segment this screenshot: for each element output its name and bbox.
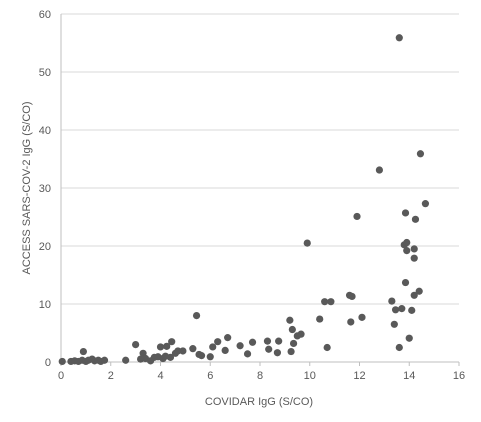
- data-point: [405, 334, 413, 342]
- data-point: [265, 345, 273, 353]
- data-point: [248, 338, 257, 346]
- x-tick-label: 16: [453, 370, 465, 382]
- x-tick-label: 4: [157, 370, 163, 382]
- x-tick-label: 2: [108, 370, 114, 382]
- x-tick-label: 0: [58, 370, 64, 382]
- data-point: [353, 212, 361, 221]
- data-point: [421, 200, 430, 208]
- data-point: [375, 166, 383, 174]
- data-point: [168, 338, 176, 346]
- data-point: [179, 347, 187, 355]
- data-point: [391, 306, 400, 314]
- data-point: [347, 318, 355, 326]
- data-point: [410, 291, 418, 299]
- data-point: [209, 343, 217, 351]
- data-point: [411, 215, 420, 223]
- x-tick-label: 12: [353, 370, 365, 382]
- data-point: [163, 342, 171, 350]
- x-tick-label: 8: [257, 370, 263, 382]
- y-tick-label: 40: [39, 125, 51, 137]
- y-tick-label: 10: [39, 299, 51, 311]
- data-point: [132, 341, 140, 349]
- tick-labels: 0 2 4 6 8 10 12 14 16 0 10 20 30 40 50 60: [39, 9, 465, 382]
- data-point: [243, 350, 252, 358]
- data-point: [348, 292, 356, 301]
- data-point: [321, 298, 329, 306]
- data-point: [166, 353, 175, 361]
- x-tick-label: 6: [207, 370, 213, 382]
- data-point: [273, 349, 282, 357]
- data-point: [287, 347, 295, 356]
- y-tick-label: 50: [39, 67, 51, 79]
- data-point: [401, 278, 410, 287]
- y-axis-title: ACCESS SARS-COV-2 IgG (S/CO): [21, 102, 33, 275]
- data-point: [189, 345, 197, 353]
- data-point: [286, 316, 294, 324]
- data-point: [214, 338, 222, 346]
- data-point: [323, 343, 331, 352]
- data-point: [408, 306, 416, 314]
- data-point: [263, 337, 272, 345]
- data-point: [316, 315, 324, 323]
- data-point: [395, 343, 403, 352]
- data-point: [401, 209, 410, 217]
- data-point: [416, 150, 425, 158]
- data-point: [58, 357, 66, 366]
- data-points: [58, 34, 430, 366]
- y-tick-label: 20: [39, 241, 51, 253]
- data-point: [275, 337, 283, 345]
- data-point: [122, 356, 130, 364]
- data-point: [398, 305, 406, 313]
- data-point: [174, 347, 182, 355]
- data-point: [156, 343, 165, 351]
- data-point: [297, 330, 305, 338]
- data-point: [390, 320, 398, 328]
- data-point: [288, 325, 296, 334]
- data-point: [289, 339, 298, 348]
- data-point: [410, 254, 418, 262]
- data-point: [403, 247, 411, 255]
- data-point: [236, 342, 244, 350]
- data-point: [192, 312, 201, 320]
- data-point: [327, 298, 335, 306]
- data-point: [358, 313, 366, 321]
- y-tick-label: 60: [39, 9, 51, 21]
- x-tick-label: 10: [304, 370, 316, 382]
- y-tick-label: 0: [45, 357, 51, 369]
- data-point: [395, 34, 403, 42]
- data-point: [403, 238, 411, 247]
- data-point: [197, 352, 206, 360]
- gridlines: [61, 13, 459, 305]
- data-point: [415, 287, 423, 295]
- data-point: [303, 239, 311, 247]
- x-axis-title: COVIDAR IgG (S/CO): [205, 396, 313, 408]
- data-point: [410, 245, 418, 253]
- data-point: [388, 297, 396, 305]
- data-point: [224, 334, 232, 342]
- data-point: [221, 346, 229, 354]
- data-point: [79, 347, 87, 356]
- data-point: [206, 353, 214, 361]
- y-tick-label: 30: [39, 183, 51, 195]
- x-tick-label: 14: [403, 370, 415, 382]
- data-point: [100, 356, 109, 364]
